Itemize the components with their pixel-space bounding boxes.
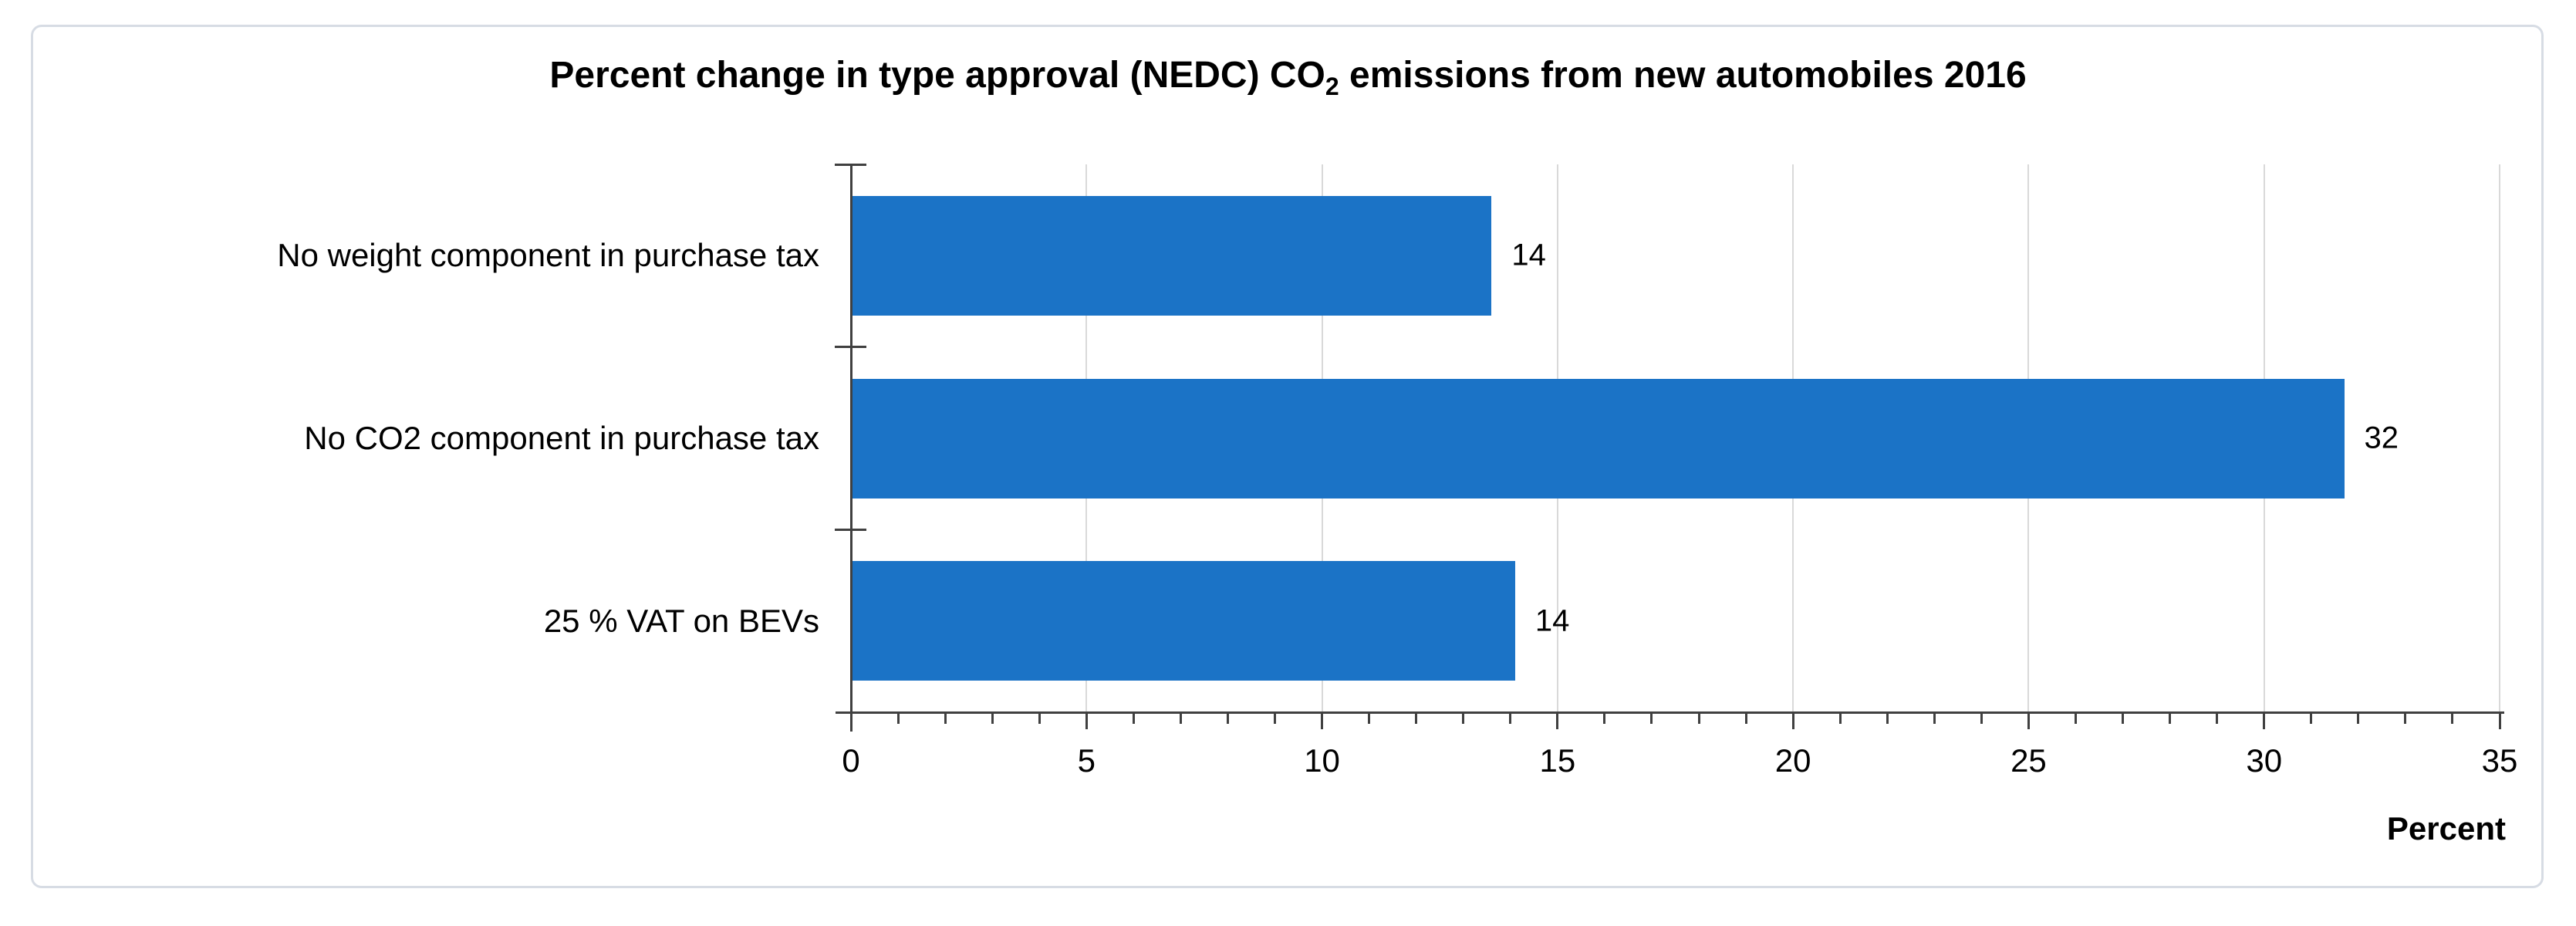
x-minor-tick-12 — [1415, 713, 1418, 724]
gridline-35 — [2499, 164, 2500, 712]
category-label-1: No CO2 component in purchase tax — [304, 420, 819, 456]
x-minor-tick-9 — [1274, 713, 1276, 724]
x-major-tick-0 — [849, 713, 852, 729]
bar-value-label-1: 32 — [2364, 421, 2399, 455]
x-minor-tick-24 — [1980, 713, 1983, 724]
x-minor-tick-31 — [2310, 713, 2313, 724]
x-minor-tick-6 — [1132, 713, 1135, 724]
x-tick-label-30: 30 — [2246, 742, 2283, 779]
x-minor-tick-1 — [896, 713, 900, 724]
x-minor-tick-28 — [2169, 713, 2172, 724]
x-minor-tick-22 — [1886, 713, 1889, 724]
bar-value-label-2: 14 — [1534, 603, 1570, 638]
category-label-0: No weight component in purchase tax — [277, 237, 819, 274]
x-axis-title: Percent — [2386, 810, 2506, 847]
bar-0 — [852, 195, 1492, 316]
bar-2 — [852, 561, 1515, 681]
x-minor-tick-11 — [1368, 713, 1371, 724]
y-axis-line — [850, 164, 852, 732]
x-minor-tick-27 — [2122, 713, 2125, 724]
x-minor-tick-29 — [2216, 713, 2219, 724]
x-minor-tick-16 — [1603, 713, 1606, 724]
x-tick-label-10: 10 — [1304, 742, 1340, 779]
category-label-2: 25 % VAT on BEVs — [543, 602, 819, 639]
x-tick-label-25: 25 — [2010, 742, 2047, 779]
x-minor-tick-7 — [1179, 713, 1182, 724]
x-minor-tick-17 — [1650, 713, 1653, 724]
x-axis-line — [836, 711, 2504, 714]
category-boundary-tick-1 — [835, 346, 866, 349]
x-tick-label-35: 35 — [2481, 742, 2518, 779]
x-minor-tick-33 — [2404, 713, 2407, 724]
chart-title: Percent change in type approval (NEDC) C… — [549, 55, 2027, 99]
bar-1 — [852, 378, 2345, 498]
x-minor-tick-21 — [1838, 713, 1842, 724]
x-minor-tick-23 — [1933, 713, 1936, 724]
x-minor-tick-8 — [1226, 713, 1229, 724]
category-boundary-tick-2 — [835, 528, 866, 531]
x-tick-label-0: 0 — [842, 742, 860, 779]
x-major-tick-5 — [1085, 713, 1088, 729]
x-tick-label-5: 5 — [1077, 742, 1096, 779]
x-minor-tick-13 — [1462, 713, 1465, 724]
x-minor-tick-14 — [1509, 713, 1512, 724]
x-minor-tick-32 — [2357, 713, 2360, 724]
x-major-tick-25 — [2027, 713, 2030, 729]
category-boundary-tick-0 — [835, 163, 866, 166]
x-major-tick-10 — [1321, 713, 1324, 729]
x-minor-tick-18 — [1697, 713, 1700, 724]
x-major-tick-30 — [2263, 713, 2266, 729]
x-minor-tick-4 — [1038, 713, 1041, 724]
x-tick-label-20: 20 — [1774, 742, 1811, 779]
chart-title-suffix: emissions from new automobiles 2016 — [1339, 55, 2027, 96]
chart-title-prefix: Percent change in type approval (NEDC) C… — [549, 55, 1325, 96]
x-major-tick-20 — [1791, 713, 1794, 729]
bar-value-label-0: 14 — [1511, 238, 1546, 272]
chart-title-subscript: 2 — [1325, 73, 1339, 100]
x-tick-label-15: 15 — [1539, 742, 1576, 779]
x-minor-tick-2 — [944, 713, 947, 724]
x-minor-tick-34 — [2451, 713, 2454, 724]
x-minor-tick-26 — [2074, 713, 2077, 724]
x-minor-tick-19 — [1744, 713, 1747, 724]
x-minor-tick-3 — [991, 713, 994, 724]
x-major-tick-35 — [2498, 713, 2501, 729]
x-major-tick-15 — [1556, 713, 1559, 729]
